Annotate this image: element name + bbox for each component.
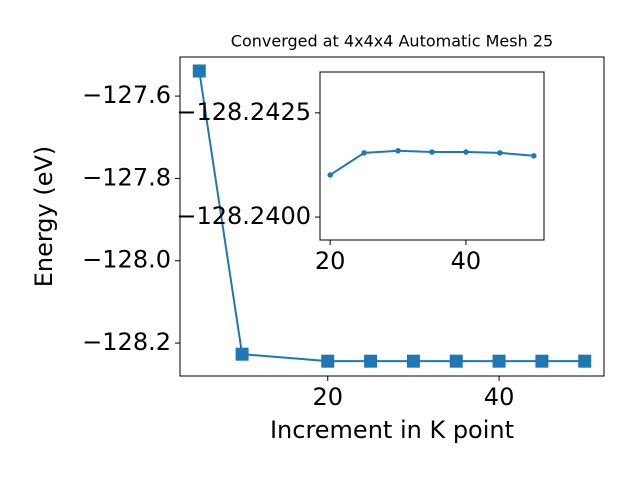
- marker: [327, 172, 333, 178]
- x-axis-label: Increment in K point: [270, 416, 514, 444]
- marker: [578, 354, 592, 368]
- marker: [535, 354, 549, 368]
- marker: [192, 64, 206, 78]
- y-tick-label: −127.8: [82, 163, 171, 191]
- chart-title: Converged at 4x4x4 Automatic Mesh 25: [231, 32, 553, 51]
- y-axis-label: Energy (eV): [30, 146, 58, 288]
- marker: [364, 354, 378, 368]
- x-tick-label: 40: [484, 383, 515, 411]
- x-tick-label: 40: [451, 247, 482, 275]
- x-tick-label: 20: [312, 383, 343, 411]
- marker: [235, 347, 249, 361]
- marker: [406, 354, 420, 368]
- marker: [531, 153, 537, 159]
- y-tick-label: −128.2425: [176, 98, 311, 126]
- marker: [321, 354, 335, 368]
- marker: [449, 354, 463, 368]
- y-tick-label: −127.6: [82, 81, 171, 109]
- marker: [395, 148, 401, 154]
- marker: [361, 150, 367, 156]
- marker: [429, 149, 435, 155]
- axes-frame: [179, 56, 605, 377]
- axes-frame: [319, 71, 545, 241]
- y-tick-label: −128.0: [82, 246, 171, 274]
- marker: [497, 150, 503, 156]
- x-tick-label: 20: [315, 247, 346, 275]
- y-tick-label: −128.2: [82, 328, 171, 356]
- marker: [492, 354, 506, 368]
- plot-area: [320, 72, 544, 240]
- marker: [463, 149, 469, 155]
- y-tick-label: −128.2400: [176, 202, 311, 230]
